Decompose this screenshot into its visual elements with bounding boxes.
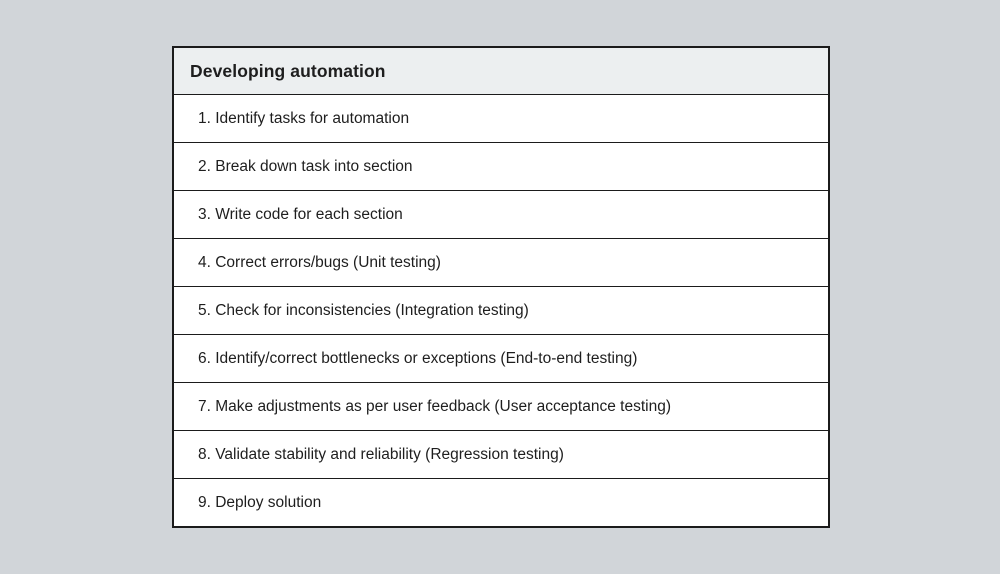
step-text: 1. Identify tasks for automation bbox=[198, 109, 410, 127]
table-header: Developing automation bbox=[174, 48, 828, 94]
step-text: 3. Write code for each section bbox=[198, 205, 403, 223]
table-row: 8. Validate stability and reliability (R… bbox=[174, 430, 828, 478]
step-text: 6. Identify/correct bottlenecks or excep… bbox=[198, 349, 638, 367]
table-row: 6. Identify/correct bottlenecks or excep… bbox=[174, 334, 828, 382]
step-text: 5. Check for inconsistencies (Integratio… bbox=[198, 301, 529, 319]
table-row: 3. Write code for each section bbox=[174, 190, 828, 238]
step-text: 8. Validate stability and reliability (R… bbox=[198, 445, 564, 463]
table-row: 9. Deploy solution bbox=[174, 478, 828, 526]
table-row: 4. Correct errors/bugs (Unit testing) bbox=[174, 238, 828, 286]
step-text: 2. Break down task into section bbox=[198, 157, 413, 175]
developing-automation-table: Developing automation 1. Identify tasks … bbox=[172, 46, 830, 528]
step-text: 4. Correct errors/bugs (Unit testing) bbox=[198, 253, 441, 271]
table-row: 5. Check for inconsistencies (Integratio… bbox=[174, 286, 828, 334]
table-title: Developing automation bbox=[190, 60, 386, 81]
step-text: 7. Make adjustments as per user feedback… bbox=[198, 397, 671, 415]
step-text: 9. Deploy solution bbox=[198, 493, 322, 511]
table-row: 7. Make adjustments as per user feedback… bbox=[174, 382, 828, 430]
table-row: 1. Identify tasks for automation bbox=[174, 94, 828, 142]
table-row: 2. Break down task into section bbox=[174, 142, 828, 190]
